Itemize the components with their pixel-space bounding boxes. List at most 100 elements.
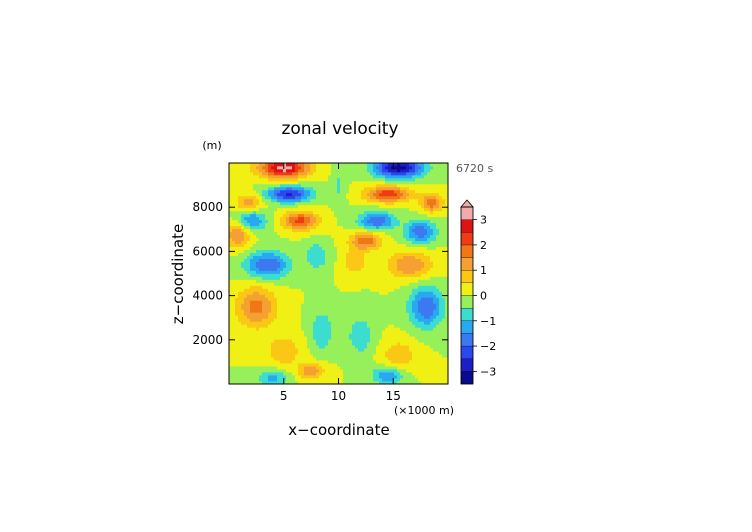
heatmap-cell xyxy=(331,201,335,206)
heatmap-cell xyxy=(280,261,284,265)
heatmap-cell xyxy=(379,321,383,325)
heatmap-cell xyxy=(328,330,332,334)
heatmap-cell xyxy=(370,249,374,253)
heatmap-cell xyxy=(328,279,332,283)
heatmap-cell xyxy=(292,252,296,256)
heatmap-cell xyxy=(355,369,359,373)
heatmap-cell xyxy=(388,309,392,313)
heatmap-cell xyxy=(385,192,389,197)
heatmap-cell xyxy=(280,360,284,364)
heatmap-cell xyxy=(412,348,416,352)
heatmap-cell xyxy=(394,186,398,191)
heatmap-cell xyxy=(331,339,335,343)
heatmap-cell xyxy=(430,258,434,262)
heatmap-cell xyxy=(358,375,362,379)
heatmap-cell xyxy=(436,318,440,322)
heatmap-cell xyxy=(400,327,404,331)
heatmap-cell xyxy=(340,216,344,221)
heatmap-cell xyxy=(364,294,368,298)
heatmap-cell xyxy=(307,213,311,218)
chart-title: zonal velocity xyxy=(281,119,398,139)
heatmap-cell xyxy=(427,213,431,218)
heatmap-cell xyxy=(328,252,332,256)
heatmap-cell xyxy=(310,309,314,313)
heatmap-cell xyxy=(271,306,275,310)
heatmap-cell xyxy=(406,258,410,262)
heatmap-cell xyxy=(442,189,446,194)
heatmap-cell xyxy=(436,315,440,319)
heatmap-cell xyxy=(292,198,296,203)
heatmap-cell xyxy=(307,336,311,340)
heatmap-cell xyxy=(367,354,371,358)
heatmap-cell xyxy=(355,312,359,316)
heatmap-cell xyxy=(268,240,272,244)
heatmap-cell xyxy=(274,294,278,298)
heatmap-cell xyxy=(331,351,335,355)
heatmap-cell xyxy=(286,315,290,319)
heatmap-cell xyxy=(358,348,362,352)
heatmap-cell xyxy=(280,189,284,194)
heatmap-cell xyxy=(355,282,359,286)
heatmap-cell xyxy=(271,312,275,316)
heatmap-cell xyxy=(250,315,254,319)
heatmap-cell xyxy=(394,246,398,250)
heatmap-cell xyxy=(370,321,374,325)
heatmap-cell xyxy=(292,267,296,271)
heatmap-cell xyxy=(397,192,401,197)
heatmap-cell xyxy=(268,345,272,349)
heatmap-cell xyxy=(229,282,233,286)
heatmap-cell xyxy=(265,243,269,247)
heatmap-cell xyxy=(397,243,401,247)
heatmap-cell xyxy=(430,225,434,230)
heatmap-cell xyxy=(358,330,362,334)
heatmap-cell xyxy=(274,228,278,233)
heatmap-cell xyxy=(373,222,377,227)
heatmap-cell xyxy=(256,261,260,265)
heatmap-cell xyxy=(409,351,413,355)
heatmap-cell xyxy=(427,318,431,322)
heatmap-cell xyxy=(391,342,395,346)
heatmap-cell xyxy=(394,207,398,212)
heatmap-cell xyxy=(421,249,425,253)
heatmap-cell xyxy=(442,273,446,277)
heatmap-cell xyxy=(427,192,431,197)
heatmap-cell xyxy=(307,237,311,241)
heatmap-cell xyxy=(409,315,413,319)
heatmap-cell xyxy=(385,237,389,241)
heatmap-cell xyxy=(352,363,356,367)
heatmap-cell xyxy=(394,372,398,376)
heatmap-cell xyxy=(391,189,395,194)
heatmap-cell xyxy=(286,297,290,301)
heatmap-cell xyxy=(325,372,329,376)
heatmap-cell xyxy=(298,324,302,328)
heatmap-cell xyxy=(424,231,428,236)
heatmap-cell xyxy=(316,261,320,265)
heatmap-cell xyxy=(370,273,374,277)
heatmap-cell xyxy=(385,369,389,373)
heatmap-cell xyxy=(433,264,437,268)
heatmap-cell xyxy=(337,273,341,277)
heatmap-cell xyxy=(238,288,242,292)
heatmap-cell xyxy=(268,360,272,364)
heatmap-cell xyxy=(442,240,446,244)
heatmap-cell xyxy=(382,234,386,239)
heatmap-cell xyxy=(442,270,446,274)
heatmap-cell xyxy=(286,270,290,274)
heatmap-cell xyxy=(292,315,296,319)
heatmap-cell xyxy=(250,180,254,185)
heatmap-cell xyxy=(292,345,296,349)
heatmap-cell xyxy=(292,324,296,328)
heatmap-cell xyxy=(262,234,266,239)
heatmap-cell xyxy=(256,330,260,334)
heatmap-cell xyxy=(346,306,350,310)
heatmap-cell xyxy=(439,234,443,239)
heatmap-cell xyxy=(430,333,434,337)
heatmap-cell xyxy=(436,237,440,241)
heatmap-cell xyxy=(301,183,305,188)
heatmap-cell xyxy=(262,297,266,301)
heatmap-cell xyxy=(340,243,344,247)
heatmap-cell xyxy=(259,336,263,340)
heatmap-cell xyxy=(376,234,380,239)
heatmap-cell xyxy=(364,186,368,191)
heatmap-cell xyxy=(364,282,368,286)
